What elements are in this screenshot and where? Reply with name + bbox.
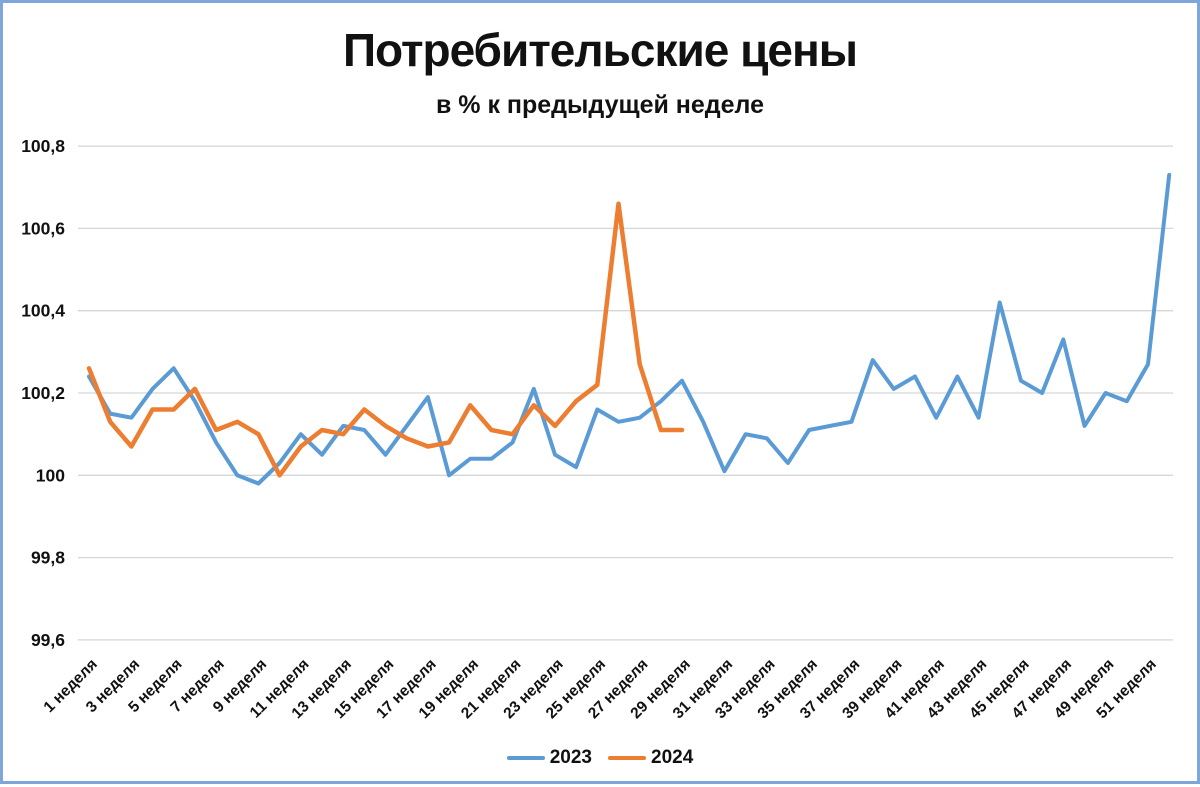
- y-tick-label: 100,4: [21, 301, 65, 321]
- chart-subtitle: в % к предыдущей неделе: [435, 91, 765, 119]
- y-tick-label: 100,6: [21, 218, 65, 238]
- legend-item-2024: 2024: [608, 747, 693, 769]
- chart-title: Потребительские цены: [342, 24, 858, 76]
- y-tick-label: 99,8: [31, 548, 65, 568]
- legend: 2023 2024: [3, 747, 1197, 769]
- y-tick-label: 100: [36, 465, 65, 485]
- legend-label-2023: 2023: [549, 747, 592, 768]
- y-tick-label: 100,2: [21, 383, 65, 403]
- y-tick-label: 100,8: [21, 136, 65, 156]
- legend-item-2023: 2023: [506, 747, 592, 769]
- series-2024-line: [86, 201, 685, 478]
- y-tick-label: 99,6: [31, 630, 65, 650]
- legend-swatch-2023-line: [506, 756, 545, 760]
- legend-swatch-2024-line: [608, 756, 646, 760]
- series-2023-line: [87, 172, 1172, 486]
- legend-label-2024: 2024: [651, 747, 694, 768]
